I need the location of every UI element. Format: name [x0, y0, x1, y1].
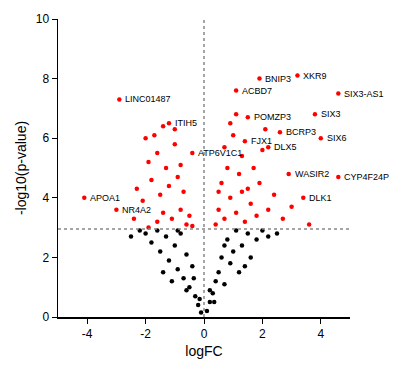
svg-text:ITIH5: ITIH5	[175, 118, 197, 128]
svg-text:-4: -4	[82, 327, 93, 341]
svg-text:NR4A2: NR4A2	[122, 205, 151, 215]
svg-text:0: 0	[42, 310, 49, 324]
svg-text:2: 2	[259, 327, 266, 341]
svg-text:-log10(p-value): -log10(p-value)	[13, 121, 29, 215]
svg-text:WASIR2: WASIR2	[295, 169, 329, 179]
svg-text:ATP6V1C1: ATP6V1C1	[198, 148, 242, 158]
svg-text:ACBD7: ACBD7	[242, 86, 272, 96]
svg-text:CYP4F24P: CYP4F24P	[344, 172, 389, 182]
svg-text:LINC01487: LINC01487	[125, 94, 171, 104]
svg-text:BCRP3: BCRP3	[286, 127, 316, 137]
svg-text:0: 0	[201, 327, 208, 341]
svg-text:SIX3-AS1: SIX3-AS1	[344, 89, 384, 99]
svg-text:4: 4	[42, 191, 49, 205]
svg-text:BNIP3: BNIP3	[265, 74, 291, 84]
svg-text:6: 6	[42, 131, 49, 145]
svg-text:10: 10	[36, 12, 50, 26]
svg-text:DLK1: DLK1	[309, 193, 332, 203]
svg-text:-2: -2	[140, 327, 151, 341]
svg-text:4: 4	[317, 327, 324, 341]
svg-text:SIX3: SIX3	[321, 109, 341, 119]
svg-text:8: 8	[42, 72, 49, 86]
svg-text:SIX6: SIX6	[327, 133, 347, 143]
svg-text:logFC: logFC	[185, 343, 222, 359]
svg-text:APOA1: APOA1	[90, 193, 120, 203]
svg-text:FJX1: FJX1	[251, 136, 272, 146]
svg-text:2: 2	[42, 251, 49, 265]
svg-text:XKR9: XKR9	[303, 71, 327, 81]
svg-text:POMZP3: POMZP3	[254, 112, 291, 122]
svg-text:DLX5: DLX5	[274, 142, 297, 152]
